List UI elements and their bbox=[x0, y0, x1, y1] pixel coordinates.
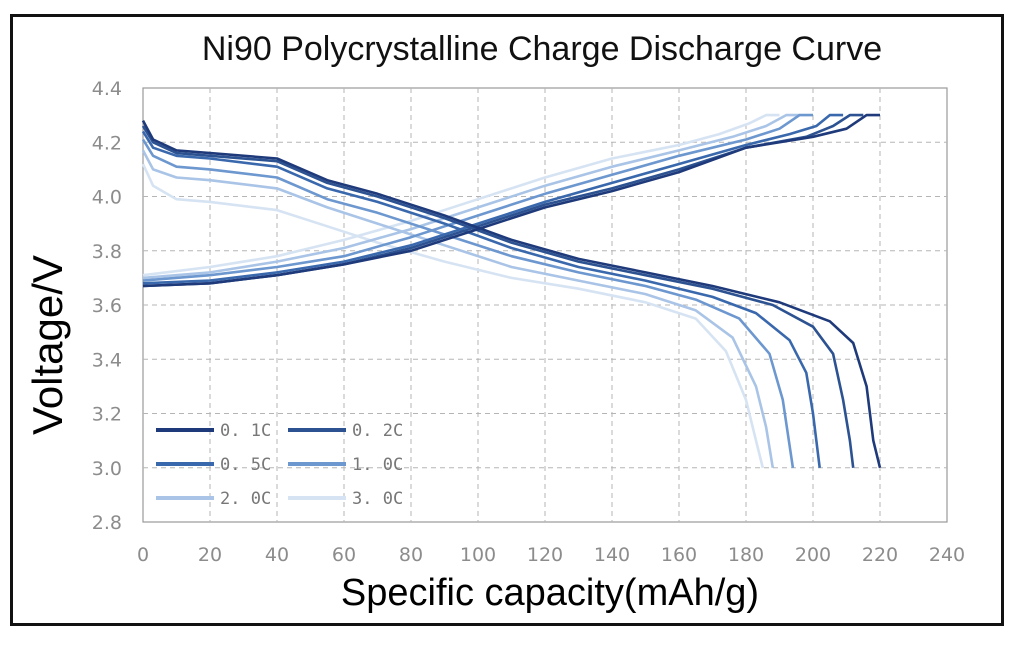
legend-label: 0. 2C bbox=[352, 421, 403, 441]
legend-label: 0. 1C bbox=[220, 421, 271, 441]
x-tick-label: 140 bbox=[594, 544, 630, 566]
y-tick-label: 3.6 bbox=[92, 295, 122, 317]
charge-curve bbox=[142, 113, 880, 288]
legend: 0. 1C 0. 2C 0. 5C 1. 0C 2. 0C 3. 0C bbox=[156, 421, 403, 509]
legend-label: 1. 0C bbox=[352, 455, 403, 475]
legend-label: 3. 0C bbox=[352, 489, 403, 509]
legend-label: 0. 5C bbox=[220, 455, 271, 475]
y-tick-label: 3.4 bbox=[92, 349, 122, 371]
x-tick-label: 0 bbox=[137, 544, 149, 566]
y-tick-label: 2.8 bbox=[92, 512, 122, 534]
discharge-curve bbox=[141, 163, 765, 469]
discharge-curve bbox=[141, 149, 775, 469]
charge-curve bbox=[142, 113, 780, 277]
discharge-curve bbox=[141, 125, 855, 468]
charge-curve bbox=[142, 113, 844, 285]
x-tick-label: 120 bbox=[527, 544, 563, 566]
y-tick-label: 4.2 bbox=[92, 132, 122, 154]
y-tick-label: 3.2 bbox=[92, 404, 122, 426]
x-tick-label: 180 bbox=[728, 544, 764, 566]
x-tick-label: 200 bbox=[795, 544, 831, 566]
y-tick-label: 4.4 bbox=[92, 78, 122, 100]
y-tick-label: 4.0 bbox=[92, 187, 122, 209]
x-axis-title: Specific capacity(mAh/g) bbox=[340, 572, 760, 614]
x-tick-label: 60 bbox=[332, 544, 356, 566]
x-tick-label: 220 bbox=[862, 544, 898, 566]
discharge-curve bbox=[141, 130, 821, 468]
charge-curve bbox=[142, 113, 800, 280]
discharge-curve bbox=[141, 138, 795, 468]
discharge-curve bbox=[141, 119, 882, 469]
x-tick-label: 40 bbox=[265, 544, 289, 566]
charge-curve bbox=[142, 113, 813, 282]
y-tick-label: 3.8 bbox=[92, 241, 122, 263]
x-tick-label: 20 bbox=[198, 544, 222, 566]
chart-title: Ni90 Polycrystalline Charge Discharge Cu… bbox=[201, 30, 883, 68]
x-tick-label: 100 bbox=[460, 544, 496, 566]
ticks: 0 20 40 60 80 100 120 140 160 180 200 220 240 2.8 3.0 3… bbox=[92, 78, 965, 566]
x-tick-label: 160 bbox=[661, 544, 697, 566]
y-tick-label: 3.0 bbox=[92, 458, 122, 480]
legend-label: 2. 0C bbox=[220, 489, 271, 509]
x-tick-label: 240 bbox=[929, 544, 965, 566]
x-tick-label: 80 bbox=[399, 544, 423, 566]
curves bbox=[141, 113, 882, 469]
